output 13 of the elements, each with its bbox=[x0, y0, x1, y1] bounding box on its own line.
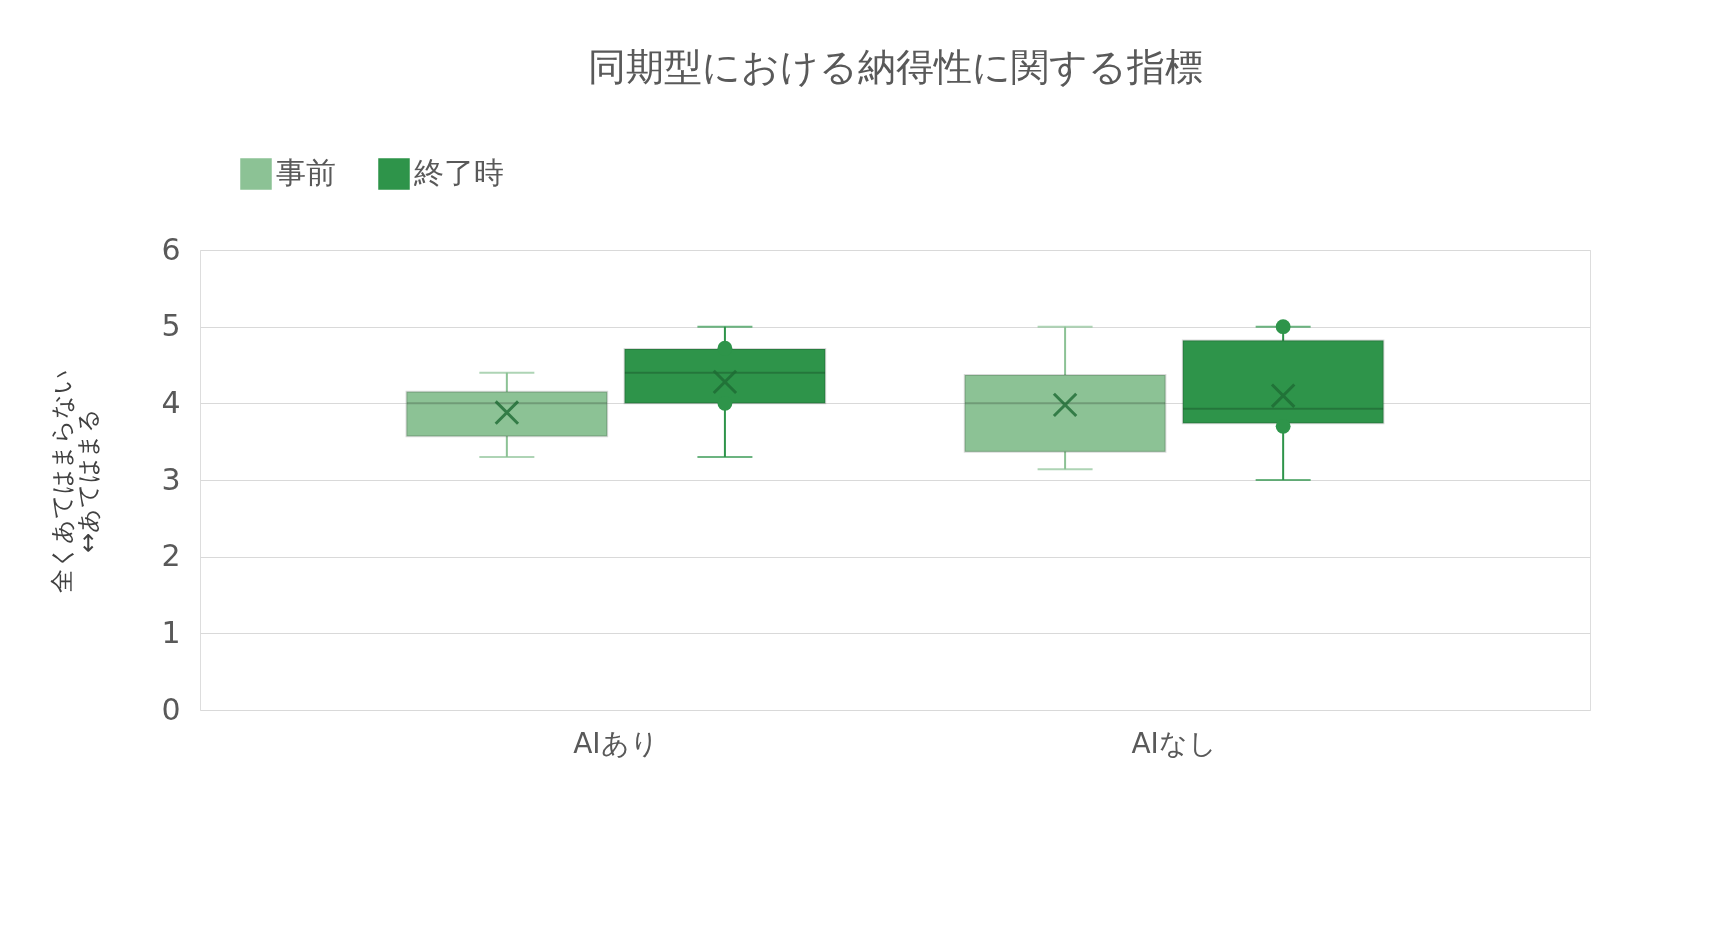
x-tick-label: AIなし bbox=[1131, 726, 1217, 760]
chart-title: 同期型における納得性に関する指標 bbox=[587, 45, 1203, 89]
y-tick-label: 4 bbox=[161, 384, 181, 420]
y-tick-label: 1 bbox=[161, 614, 181, 650]
legend-label: 事前 bbox=[276, 155, 336, 190]
legend-label: 終了時 bbox=[413, 155, 504, 190]
y-tick-label: 0 bbox=[161, 691, 181, 727]
x-tick-label: AIあり bbox=[573, 726, 659, 760]
y-tick-label: 6 bbox=[161, 231, 181, 267]
y-axis-title: 全くあてはまらない ↔あてはまる bbox=[48, 368, 103, 593]
y-tick-label: 5 bbox=[161, 308, 181, 344]
y-tick-label: 2 bbox=[161, 538, 181, 574]
y-tick-label: 3 bbox=[161, 461, 181, 497]
